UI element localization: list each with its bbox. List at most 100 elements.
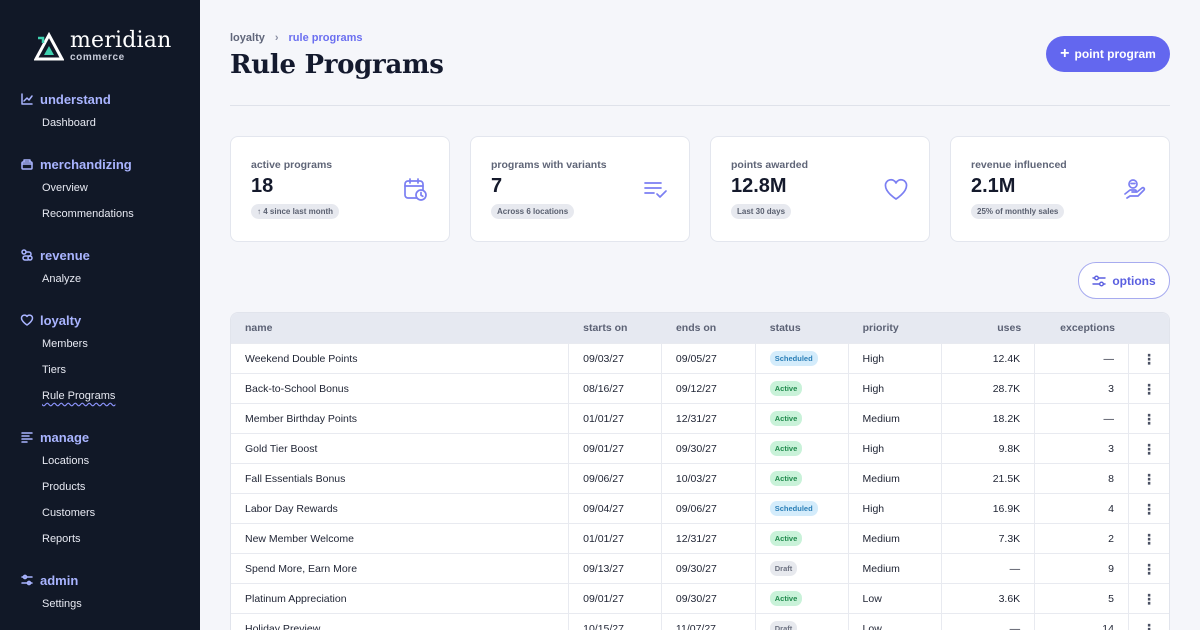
cell-exceptions: 4 — [1035, 494, 1129, 523]
breadcrumb-parent[interactable]: loyalty — [230, 32, 265, 44]
more-vertical-icon[interactable]: ⋮ — [1141, 410, 1156, 427]
nav-section-merchandizing[interactable]: merchandizing — [0, 153, 200, 175]
more-vertical-icon[interactable]: ⋮ — [1141, 440, 1156, 457]
add-point-program-button[interactable]: + point program — [1046, 36, 1170, 72]
sidebar-item-label: Members — [42, 338, 88, 350]
cell-starts: 09/04/27 — [569, 494, 662, 523]
nav-section-label: revenue — [40, 247, 90, 263]
stat-badge: Across 6 locations — [491, 204, 575, 219]
cell-name: Weekend Double Points — [231, 344, 570, 373]
cell-exceptions: 2 — [1035, 524, 1129, 553]
sidebar-item-members[interactable]: Members — [0, 331, 200, 357]
cell-name: Gold Tier Boost — [231, 434, 570, 463]
sidebar-item-customers[interactable]: Customers — [0, 500, 200, 526]
more-vertical-icon[interactable]: ⋮ — [1141, 590, 1156, 607]
more-vertical-icon[interactable]: ⋮ — [1141, 350, 1156, 367]
more-vertical-icon[interactable]: ⋮ — [1141, 560, 1156, 577]
nav-section-revenue[interactable]: revenue — [0, 244, 200, 266]
table-row[interactable]: Platinum Appreciation 09/01/27 09/30/27 Act… — [231, 583, 1169, 613]
nav-section-manage[interactable]: manage — [0, 426, 200, 448]
more-vertical-icon[interactable]: ⋮ — [1141, 380, 1156, 397]
brand-logo[interactable]: meridian commerce — [34, 30, 171, 63]
table-row[interactable]: Back-to-School Bonus 08/16/27 09/12/27 Acti… — [231, 373, 1169, 403]
options-button[interactable]: options — [1078, 262, 1170, 299]
more-vertical-icon[interactable]: ⋮ — [1141, 470, 1156, 487]
cell-ends: 11/07/27 — [662, 614, 756, 630]
sidebar-item-recommendations[interactable]: Recommendations — [0, 201, 200, 227]
status-badge: Active — [769, 471, 803, 486]
sidebar-item-tiers[interactable]: Tiers — [0, 357, 200, 383]
more-vertical-icon[interactable]: ⋮ — [1141, 500, 1156, 517]
table-row[interactable]: Member Birthday Points 01/01/27 12/31/27 Ac… — [231, 403, 1169, 433]
nav-section-loyalty[interactable]: loyalty — [0, 309, 200, 331]
cell-priority: Medium — [849, 404, 943, 433]
nav-group-revenue: revenue Analyze — [0, 244, 200, 292]
cell-starts: 01/01/27 — [569, 524, 662, 553]
cell-starts: 09/13/27 — [569, 554, 662, 583]
cell-status: Scheduled — [756, 494, 849, 523]
sliders-icon — [21, 574, 33, 586]
col-header-menu — [1129, 313, 1169, 343]
add-point-program-label: point program — [1074, 47, 1156, 61]
cell-exceptions: 9 — [1035, 554, 1129, 583]
stat-card-revenue-influenced: revenue influenced 2.1M 25% of monthly sal… — [950, 136, 1170, 242]
sidebar-item-label: Products — [42, 481, 86, 493]
cell-exceptions: 5 — [1035, 584, 1129, 613]
table-row[interactable]: Weekend Double Points 09/03/27 09/05/27 Sch… — [231, 343, 1169, 373]
cell-menu: ⋮ — [1129, 524, 1169, 553]
cell-menu: ⋮ — [1129, 344, 1169, 373]
table-row[interactable]: Labor Day Rewards 09/04/27 09/06/27 Schedul… — [231, 493, 1169, 523]
col-header-starts[interactable]: starts on — [583, 322, 628, 334]
sidebar-item-settings[interactable]: Settings — [0, 591, 200, 617]
col-header-status[interactable]: status — [769, 322, 801, 334]
table-row[interactable]: Gold Tier Boost 09/01/27 09/30/27 Active Hig… — [231, 433, 1169, 463]
cell-priority: High — [849, 434, 943, 463]
stat-badge: 25% of monthly sales — [971, 204, 1065, 219]
col-header-uses[interactable]: uses — [997, 322, 1022, 334]
page-title: Rule Programs — [230, 50, 444, 80]
cell-uses: 3.6K — [942, 584, 1036, 613]
header-divider — [230, 105, 1170, 106]
cell-status: Draft — [756, 554, 849, 583]
table-row[interactable]: Spend More, Earn More 09/13/27 09/30/27 Dra… — [231, 553, 1169, 583]
col-header-name[interactable]: name — [245, 322, 273, 334]
sidebar-item-overview[interactable]: Overview — [0, 175, 200, 201]
col-header-ends[interactable]: ends on — [675, 322, 717, 334]
cell-name: Fall Essentials Bonus — [231, 464, 570, 493]
col-header-priority[interactable]: priority — [862, 322, 899, 334]
cell-uses: 28.7K — [942, 374, 1036, 403]
nav-section-label: loyalty — [40, 312, 82, 328]
cell-exceptions: 14 — [1035, 614, 1129, 630]
stat-card-points-awarded: points awarded 12.8M Last 30 days — [710, 136, 930, 242]
status-badge: Active — [769, 411, 803, 426]
more-vertical-icon[interactable]: ⋮ — [1141, 620, 1156, 630]
status-badge: Scheduled — [769, 501, 818, 516]
cell-status: Active — [756, 584, 849, 613]
breadcrumb: loyalty › rule programs — [230, 32, 363, 44]
sidebar-item-locations[interactable]: Locations — [0, 448, 200, 474]
table-row[interactable]: Fall Essentials Bonus 09/06/27 10/03/27 Act… — [231, 463, 1169, 493]
nav-section-understand[interactable]: understand — [0, 88, 200, 110]
more-vertical-icon[interactable]: ⋮ — [1141, 530, 1156, 547]
status-badge: Active — [769, 591, 803, 606]
col-header-exceptions[interactable]: exceptions — [1060, 322, 1115, 334]
cell-exceptions: — — [1035, 344, 1129, 373]
sidebar-item-dashboard[interactable]: Dashboard — [0, 110, 200, 136]
nav-section-admin[interactable]: admin — [0, 569, 200, 591]
cell-ends: 09/30/27 — [662, 584, 756, 613]
sidebar-item-analyze[interactable]: Analyze — [0, 266, 200, 292]
sidebar-item-label: Dashboard — [42, 117, 96, 129]
table-row[interactable]: Holiday Preview 10/15/27 11/07/27 Draft Low —… — [231, 613, 1169, 630]
cell-ends: 09/06/27 — [662, 494, 756, 523]
list-icon — [21, 432, 33, 443]
cell-name: New Member Welcome — [231, 524, 570, 553]
sidebar-item-label: Recommendations — [42, 208, 134, 220]
heart-icon — [20, 314, 34, 326]
nav-section-label: understand — [40, 91, 111, 107]
table-row[interactable]: New Member Welcome 01/01/27 12/31/27 Active… — [231, 523, 1169, 553]
stat-label: programs with variants — [491, 159, 607, 171]
breadcrumb-current[interactable]: rule programs — [288, 32, 363, 44]
sidebar-item-products[interactable]: Products — [0, 474, 200, 500]
sidebar-item-rule-programs[interactable]: Rule Programs — [0, 383, 200, 409]
sidebar-item-reports[interactable]: Reports — [0, 526, 200, 552]
